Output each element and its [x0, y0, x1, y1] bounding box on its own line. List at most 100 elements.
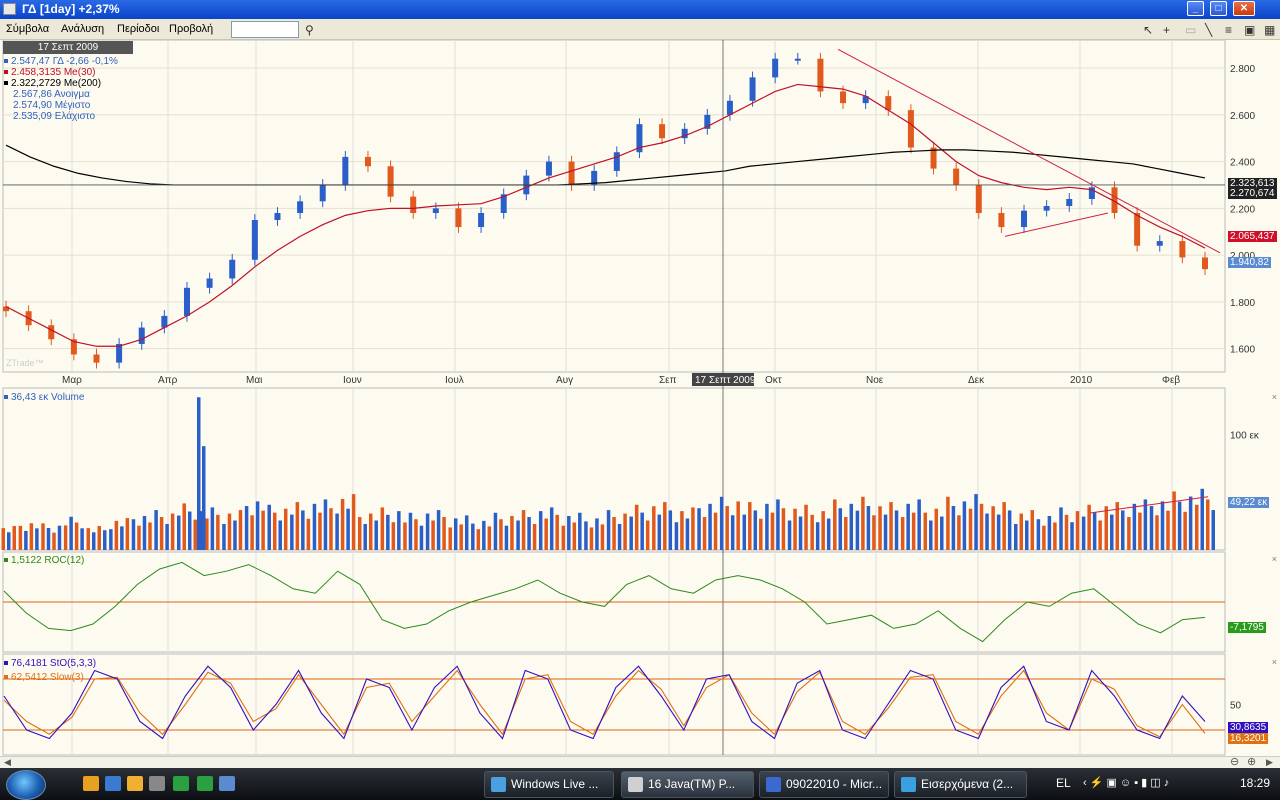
x-tick-label: Ιουλ — [445, 375, 464, 386]
scroll-left-icon[interactable]: ◀ — [4, 757, 11, 767]
list-icon[interactable]: ≡ — [1225, 23, 1233, 37]
quicklaunch-desktop-icon[interactable] — [105, 776, 121, 791]
volume-bar — [894, 510, 899, 550]
volume-bar — [765, 503, 769, 550]
close-button[interactable]: ✕ — [1233, 1, 1255, 16]
volume-bar — [323, 499, 328, 550]
close-volume-panel-icon[interactable]: × — [1271, 392, 1277, 402]
volume-bar — [1115, 502, 1120, 550]
volume-bar — [222, 523, 226, 550]
volume-bar — [657, 514, 662, 550]
volume-bar — [1087, 504, 1091, 550]
menu-symbols[interactable]: Σύμβολα — [6, 23, 50, 35]
volume-bar — [510, 515, 514, 550]
volume-bar — [685, 518, 690, 550]
zoom-out-icon[interactable]: ⊖ — [1230, 756, 1240, 768]
x-tick-label: Απρ — [158, 375, 178, 386]
scroll-right-icon[interactable]: ▶ — [1266, 757, 1273, 767]
candle — [568, 161, 575, 185]
close-roc-panel-icon[interactable]: × — [1271, 554, 1277, 564]
grid-icon[interactable]: ▦ — [1264, 23, 1276, 37]
candle — [70, 339, 77, 355]
chart-area[interactable]: Μαρ Απρ Μαι Ιουν Ιουλ Αυγ Σεπ Οκτ Νοε Δεκ 2010 Φεβ 2… — [0, 40, 1280, 756]
volume-bar — [923, 512, 928, 550]
volume-bar — [645, 520, 650, 550]
volume-bar — [1127, 517, 1131, 550]
candle — [704, 114, 711, 129]
y-tick-label: 2.400 — [1230, 158, 1255, 169]
volume-bar — [617, 523, 622, 550]
close-stoch-panel-icon[interactable]: × — [1271, 657, 1277, 667]
zoom-in-icon[interactable]: ⊕ — [1247, 756, 1257, 768]
volume-bar — [1166, 510, 1170, 550]
candle — [862, 96, 869, 104]
stoch-tick-label: 50 — [1230, 701, 1242, 712]
volume-bar — [391, 522, 396, 550]
candle — [885, 96, 892, 111]
volume-bar — [996, 514, 1001, 550]
legend-row-open: 2.567,86 Ανοιγμα — [13, 89, 90, 100]
quicklaunch-media-icon[interactable] — [83, 776, 99, 791]
candle — [432, 208, 439, 214]
volume-bar — [329, 508, 333, 550]
price-tag-last: 1.940,82 — [1228, 257, 1271, 268]
line-icon[interactable]: ╲ — [1205, 23, 1213, 37]
volume-bar — [290, 514, 294, 550]
quicklaunch-excel2-icon[interactable] — [197, 776, 213, 791]
quicklaunch-clock-icon[interactable] — [127, 776, 143, 791]
tray-icons[interactable]: ‹ ⚡ ▣ ☺ ▪ ▮ ◫ ♪ — [1083, 777, 1170, 789]
volume-bar — [57, 525, 62, 550]
start-button[interactable] — [6, 770, 46, 800]
menu-periods[interactable]: Περίοδοι — [117, 23, 160, 35]
volume-bar — [414, 519, 418, 550]
candle — [794, 58, 801, 61]
volume-bar — [7, 532, 11, 550]
trendline-down — [837, 48, 1221, 254]
volume-bar — [35, 528, 39, 550]
volume-bar — [1030, 510, 1035, 550]
volume-bar — [1104, 506, 1109, 550]
image-icon[interactable]: ▣ — [1244, 23, 1256, 37]
volume-bar — [1047, 515, 1052, 550]
volume-bar — [889, 502, 893, 550]
word-icon — [766, 777, 781, 792]
quicklaunch-window-icon[interactable] — [219, 776, 235, 791]
task-windows-live[interactable]: Windows Live ... — [484, 771, 614, 798]
x-tick-label: Ιουν — [343, 375, 362, 386]
task-word[interactable]: 09022010 - Micr... — [759, 771, 889, 798]
volume-bar — [340, 498, 345, 550]
maximize-button[interactable]: □ — [1210, 1, 1227, 16]
x-tick-label: Αυγ — [556, 375, 573, 386]
candle — [1043, 206, 1050, 211]
volume-bar — [493, 512, 498, 550]
task-mail[interactable]: Εισερχόμενα (2... — [894, 771, 1027, 798]
volume-bar — [1155, 515, 1159, 550]
rectangle-icon[interactable]: ▭ — [1185, 23, 1197, 37]
volume-bar — [957, 515, 961, 550]
x-tick-label: Σεπ — [659, 375, 677, 386]
horizontal-scrollbar[interactable]: ◀ ⊖ ⊕ ▶ — [0, 756, 1280, 768]
volume-bar — [798, 516, 803, 550]
crosshair-icon[interactable]: + — [1163, 23, 1171, 37]
menu-view[interactable]: Προβολή — [169, 23, 214, 35]
symbol-search-input[interactable] — [231, 21, 299, 38]
quicklaunch-excel-icon[interactable] — [173, 776, 189, 791]
stoch-tag: 30,8635 — [1228, 722, 1269, 733]
candle — [1021, 210, 1028, 228]
volume-bar — [793, 508, 797, 550]
volume-bar — [193, 519, 197, 550]
volume-bar — [668, 510, 673, 550]
language-indicator[interactable]: EL — [1056, 776, 1071, 790]
quicklaunch-music-icon[interactable] — [149, 776, 165, 791]
menu-analysis[interactable]: Ανάλυση — [61, 23, 105, 35]
cursor-icon[interactable]: ↖ — [1143, 23, 1154, 37]
search-icon[interactable]: ⚲ — [305, 23, 314, 37]
trendline-support — [1004, 212, 1109, 237]
volume-bar — [1195, 504, 1199, 550]
task-java[interactable]: 16 Java(TM) P... — [621, 771, 754, 798]
minimize-button[interactable]: _ — [1187, 1, 1204, 16]
volume-bar — [46, 528, 51, 550]
volume-bar — [697, 508, 701, 550]
volume-bar — [176, 515, 181, 550]
volume-bar — [567, 515, 571, 550]
